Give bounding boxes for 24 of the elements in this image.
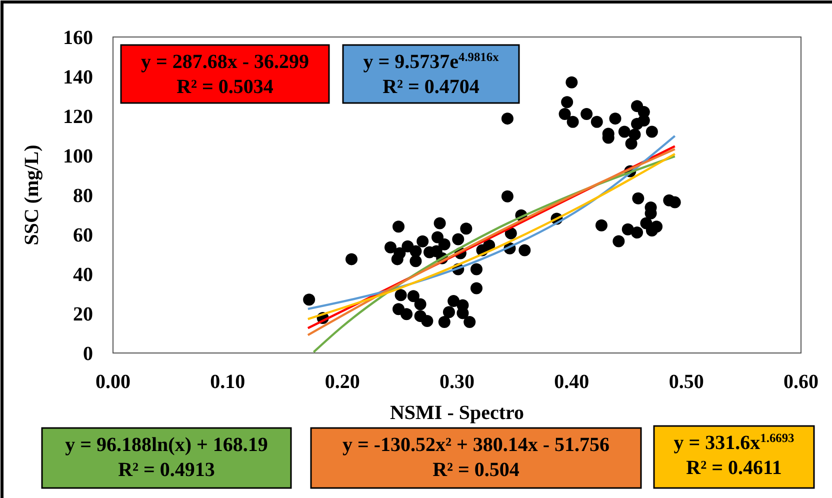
x-axis-title: NSMI - Spectro xyxy=(390,402,524,424)
y-axis-title: SSC (mg/L) xyxy=(21,144,43,246)
y-tick-label: 140 xyxy=(63,66,93,88)
annotation: y = 9.5737e$^{4.9816x}$ R² = 0.4704 xyxy=(363,50,500,98)
text: y = 96.188ln(x) + 168.19 R² = 0.4913 xyxy=(65,434,268,481)
y-tick-label: 100 xyxy=(63,146,93,168)
text: y = -130.52x² + 380.14x - 51.756 R² = 0.504 xyxy=(342,434,610,481)
y-tick-label: 80 xyxy=(73,185,93,207)
x-tick-label: 0.30 xyxy=(440,371,474,393)
y-tick-label: 20 xyxy=(73,304,93,326)
y-tick-label: 0 xyxy=(83,343,93,365)
x-tick-label: 0.10 xyxy=(210,371,246,393)
x-tick-label: 0.40 xyxy=(554,371,590,393)
y-tick-label: 40 xyxy=(73,264,93,286)
y-tick-label: 60 xyxy=(73,224,93,246)
line-series xyxy=(306,134,676,310)
x-tick-label: 0.50 xyxy=(668,371,704,393)
x-tick-label: 0.20 xyxy=(324,371,360,393)
x-tick-label: 0.60 xyxy=(784,371,818,393)
y-tick-label: 160 xyxy=(63,27,93,49)
annotation: y = 287.68x - 36.299 R² = 0.5034 xyxy=(140,51,310,98)
text: y = 331.6x$^{1.6693}$ R² = 0.4611 xyxy=(674,431,794,479)
y-tick-label: 120 xyxy=(63,106,93,128)
x-tick-label: 0.00 xyxy=(96,371,130,393)
